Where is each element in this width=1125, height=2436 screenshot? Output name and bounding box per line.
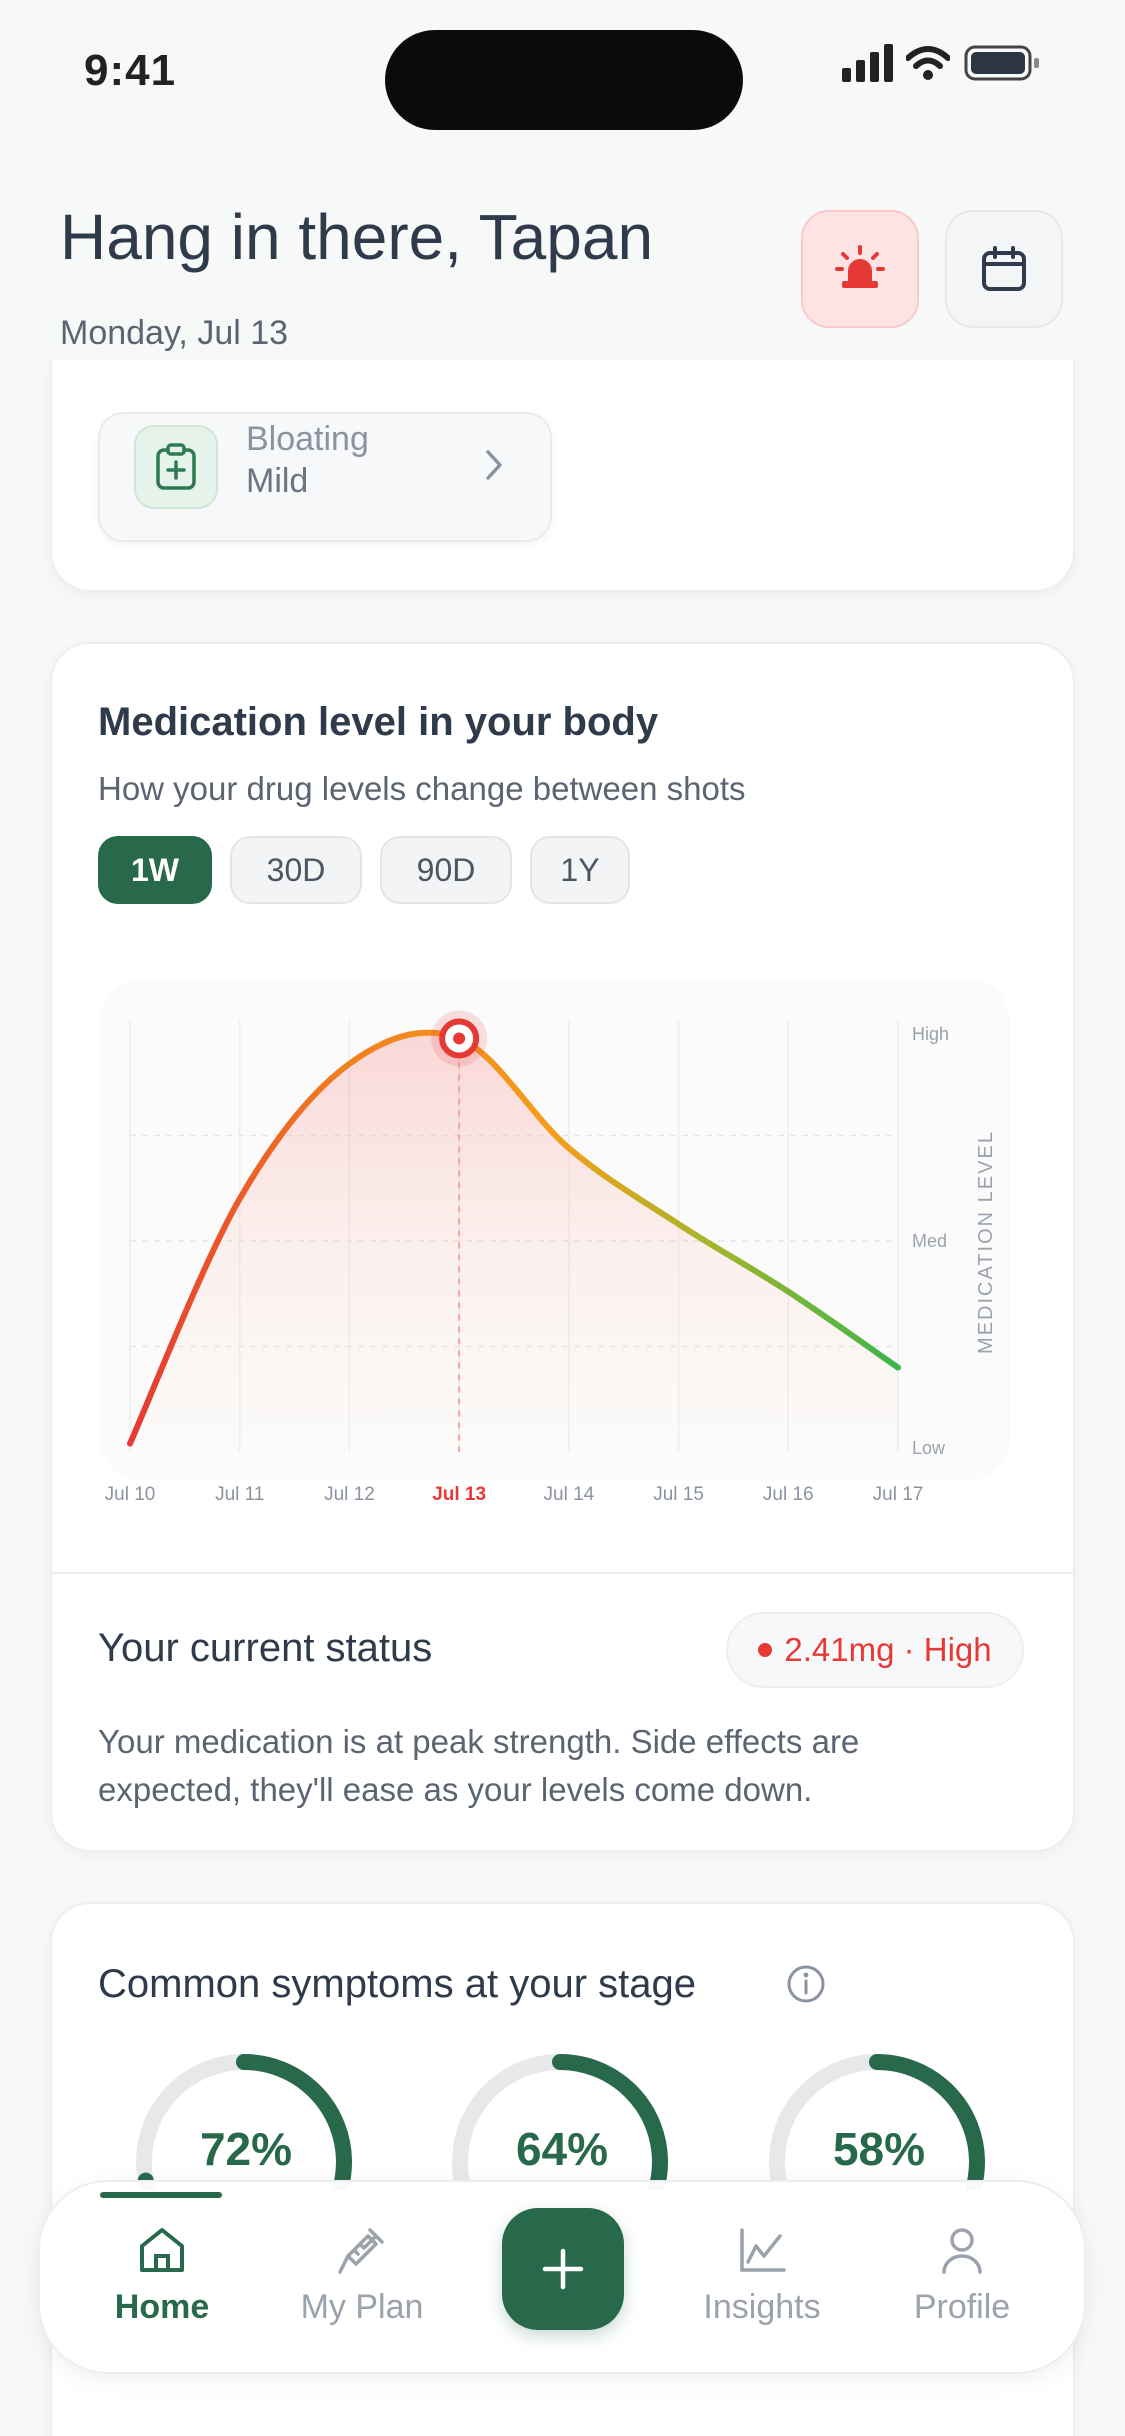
ring-label-3: 58% [832,2123,926,2175]
chevron-right-icon [486,450,502,480]
add-icon [542,2248,584,2290]
status-badge-text: 2.41mg · High [784,1631,992,1668]
y-tick-label: Low [912,1438,946,1458]
peak-marker-dot [453,1032,466,1045]
current-status-title: Your current status [98,1626,433,1670]
nav-home[interactable]: Home [77,2222,247,2327]
ring-progress [452,2054,668,2190]
range-tab-90d[interactable]: 90D [380,836,512,904]
range-tab-30d[interactable]: 30D [230,836,362,904]
home-icon [140,2228,184,2272]
nav-insights-label: Insights [703,2288,821,2326]
card-divider [52,1572,1073,1574]
status-dot [758,1643,773,1657]
series-line [127,1029,901,1447]
ring-progress [769,2054,985,2190]
syringe-icon [338,2228,384,2274]
ring-label-2: 64% [515,2123,609,2175]
x-tick-label: Jul 11 [215,1484,264,1505]
medication-card-title: Medication level in your body [98,700,659,744]
info-icon[interactable] [786,1964,826,2004]
status-badge: 2.41mg · High [726,1612,1024,1688]
add-button[interactable] [502,2208,624,2330]
ring-progress [136,2054,352,2190]
cellular-signal-icon [842,44,893,82]
x-tick-label: Jul 16 [763,1484,814,1505]
dynamic-island [385,30,743,130]
y-tick-label: Med [912,1231,947,1251]
calendar-button[interactable] [945,210,1063,328]
nav-my-plan[interactable]: My Plan [277,2222,447,2327]
medication-card-subtitle: How your drug levels change between shot… [98,770,746,807]
x-tick-label: Jul 14 [544,1484,595,1505]
y-axis-label: MEDICATION LEVEL [975,1130,997,1354]
common-symptoms-title: Common symptoms at your stage [98,1962,696,2006]
x-tick-label: Jul 13 [432,1484,486,1505]
alert-button[interactable] [801,210,919,328]
person-icon [942,2228,982,2274]
x-tick-label: Jul 17 [873,1484,924,1505]
ring-label-1: 72% [199,2123,293,2175]
range-tab-1w[interactable]: 1W [98,836,212,904]
x-tick-label: Jul 15 [653,1484,704,1505]
x-tick-label: Jul 12 [324,1484,375,1505]
chart-area [130,1032,898,1452]
chart-line-icon [740,2228,786,2272]
wifi-icon [906,46,950,80]
active-tab-indicator [100,2192,222,2198]
calendar-icon [982,246,1026,291]
nav-profile[interactable]: Profile [877,2222,1047,2327]
nav-insights[interactable]: Insights [677,2222,847,2327]
range-tab-1y[interactable]: 1Y [530,836,630,904]
status-description: Your medication is at peak strength. Sid… [98,1723,860,1808]
status-time: 9:41 [84,46,177,95]
greeting-title: Hang in there, Tapan [60,201,654,273]
symptom-severity: Mild [246,462,309,500]
nav-profile-label: Profile [913,2288,1011,2326]
siren-icon [835,245,885,288]
nav-my-plan-label: My Plan [300,2288,424,2326]
nav-home-label: Home [114,2288,210,2326]
header-date: Monday, Jul 13 [60,314,289,352]
clipboard-plus-icon [134,425,218,509]
y-tick-label: High [912,1024,949,1044]
symptom-name: Bloating [246,420,369,458]
x-tick-label: Jul 10 [105,1484,156,1505]
battery-icon [964,45,1039,81]
medication-level-chart: High Med Low MEDICATION LEVEL Jul 10 Jul 11 Ju… [100,980,1010,1505]
symptom-rings [136,2054,985,2190]
